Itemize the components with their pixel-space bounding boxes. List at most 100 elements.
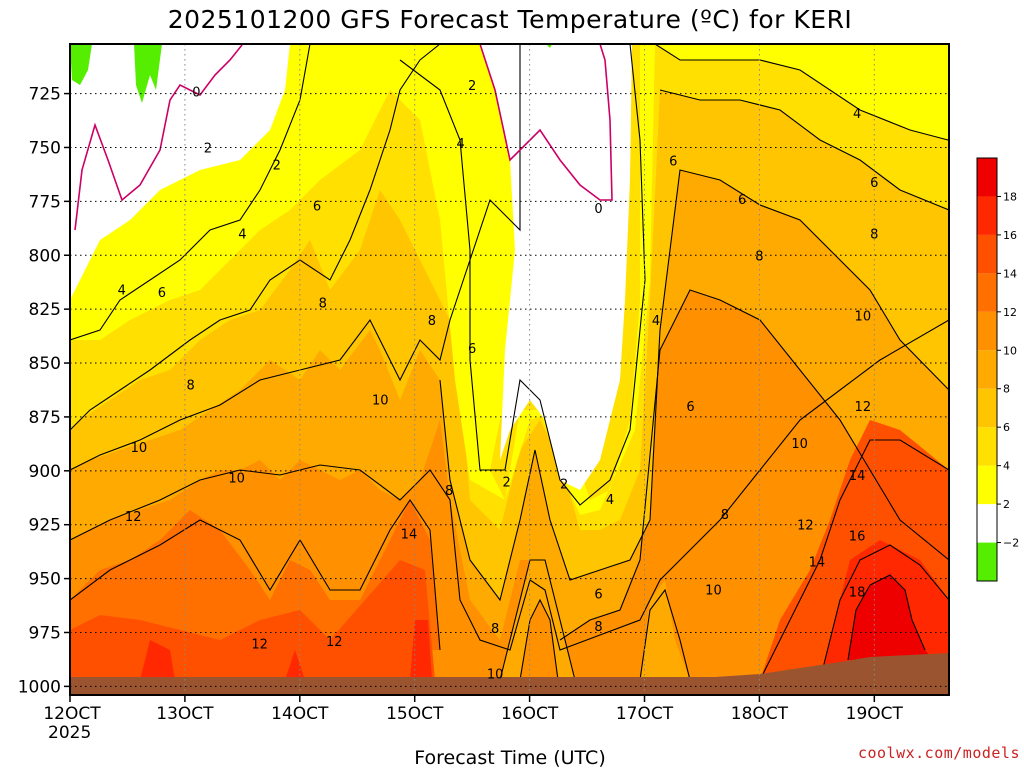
contour-label: 10 — [705, 583, 722, 598]
contour-label: 8 — [721, 508, 729, 523]
y-tick-label: 850 — [29, 354, 61, 374]
x-tick-label: 14OCT — [271, 704, 329, 724]
contour-label: 18 — [849, 586, 866, 601]
y-tick-label: 875 — [29, 408, 61, 428]
contour-label: 12 — [326, 635, 343, 650]
contour-label: 14 — [809, 555, 826, 570]
contour-label: 6 — [313, 200, 321, 215]
x-tick-label: 15OCT — [386, 704, 444, 724]
contour-label: 8 — [445, 484, 453, 499]
colorbar-label: 10 — [1003, 344, 1017, 357]
contour-label: 8 — [594, 620, 602, 635]
x-axis-year: 2025 — [48, 723, 91, 743]
y-tick-label: 950 — [29, 570, 61, 590]
contour-label: 8 — [187, 379, 195, 394]
contour-label: 8 — [491, 622, 499, 637]
band-white — [70, 44, 290, 300]
colorbar-swatch — [977, 465, 997, 505]
y-tick-label: 925 — [29, 516, 61, 536]
colorbar-label: 12 — [1003, 306, 1017, 319]
colorbar-swatch — [977, 273, 997, 312]
colorbar-swatch — [977, 196, 997, 235]
plot-area: 0 0 2 2 2 2 2 4 4 4 4 4 4 6 6 6 6 6 6 6 6 8 8 8 8 8 8 8 8 8 10 10 10 10 10… — [70, 44, 949, 695]
colorbar-label: 8 — [1003, 383, 1010, 396]
chart-title: 2025101200 GFS Forecast Temperature (ºC)… — [168, 5, 853, 34]
contour-label: 10 — [791, 437, 808, 452]
contour-label: 8 — [428, 314, 436, 329]
contour-label: 12 — [125, 510, 142, 525]
contour-label: 10 — [487, 667, 504, 682]
contour-label: 4 — [118, 284, 126, 299]
colorbar-swatch — [977, 234, 997, 274]
band-14-16 — [70, 420, 949, 680]
colorbar-swatch — [977, 388, 997, 428]
colorbar: 18 16 14 12 10 8 6 4 2 −2 — [976, 157, 1019, 582]
contour-label: 8 — [870, 228, 878, 243]
y-tick-label: 800 — [29, 246, 61, 266]
contour-label: 4 — [853, 107, 861, 122]
contour-label: 6 — [158, 286, 166, 301]
x-axis-label: Forecast Time (UTC) — [414, 747, 605, 768]
contour-label: 12 — [797, 519, 814, 534]
colorbar-label: 2 — [1003, 498, 1010, 511]
contour-label: 8 — [319, 297, 327, 312]
contour-label: 12 — [855, 400, 872, 415]
contour-label: 2 — [204, 141, 212, 156]
band-white-mid — [480, 44, 632, 490]
ground-rise — [700, 653, 949, 695]
colorbar-swatch — [977, 542, 997, 581]
band-yellow — [70, 44, 949, 515]
contour-label: 4 — [238, 228, 246, 243]
y-tick-label: 725 — [29, 85, 61, 105]
colorbar-swatch — [977, 311, 997, 351]
contour-label: 4 — [457, 137, 465, 152]
contour-label: 10 — [131, 441, 148, 456]
contour-label: 10 — [372, 394, 389, 409]
gridlines — [70, 44, 949, 695]
colorbar-label: −2 — [1003, 537, 1019, 550]
y-tick-label: 975 — [29, 623, 61, 643]
colorbar-label: 14 — [1003, 267, 1017, 280]
contour-label: 10 — [855, 310, 872, 325]
colorbar-swatch — [977, 350, 997, 389]
x-tick-label: 13OCT — [156, 704, 214, 724]
y-tick-label: 750 — [29, 138, 61, 158]
contour-label: 12 — [251, 637, 268, 652]
contour-label: 10 — [228, 471, 245, 486]
band-12-14 — [70, 500, 440, 650]
colorbar-label: 4 — [1003, 460, 1010, 473]
contour-label: 6 — [870, 176, 878, 191]
colorbar-label: 16 — [1003, 229, 1017, 242]
contour-label: 2 — [468, 79, 476, 94]
contour-label: 6 — [594, 588, 602, 603]
contour-label: 2 — [273, 159, 281, 174]
colorbar-label: 6 — [1003, 421, 1010, 434]
band-18-plus — [848, 575, 935, 662]
contour-label: 6 — [468, 342, 476, 357]
contour-label: 4 — [606, 493, 614, 508]
contour-labels: 0 0 2 2 2 2 2 4 4 4 4 4 4 6 6 6 6 6 6 6 6 8 8 8 8 8 8 8 8 8 10 10 10 10 10… — [118, 79, 879, 682]
contour-label: 8 — [755, 249, 763, 264]
contour-label: 14 — [849, 469, 866, 484]
colorbar-frame — [976, 157, 998, 582]
y-tick-label: 775 — [29, 192, 61, 212]
y-axis: 725 750 775 800 825 850 875 900 925 950 975 1000 — [18, 85, 70, 697]
x-tick-label: 12OCT — [43, 704, 101, 724]
x-tick-label: 19OCT — [846, 704, 904, 724]
zero-contours — [74, 44, 613, 231]
band-east-warm — [640, 580, 690, 680]
contour-label: 2 — [502, 476, 510, 491]
colorbar-label: 18 — [1003, 190, 1017, 203]
colorbar-swatch — [977, 504, 997, 543]
plot-frame — [69, 43, 950, 696]
y-tick-label: 900 — [29, 462, 61, 482]
contour-label: 6 — [686, 400, 694, 415]
y-tick-label: 1000 — [18, 677, 61, 697]
colorbar-swatch — [977, 158, 997, 197]
x-tick-label: 16OCT — [501, 704, 559, 724]
contour-label: 16 — [849, 529, 866, 544]
contour-label: 0 — [594, 202, 602, 217]
contour-label: 2 — [560, 478, 568, 493]
x-axis: 12OCT 13OCT 14OCT 15OCT 16OCT 17OCT 18OCT 19OCT — [43, 695, 904, 724]
